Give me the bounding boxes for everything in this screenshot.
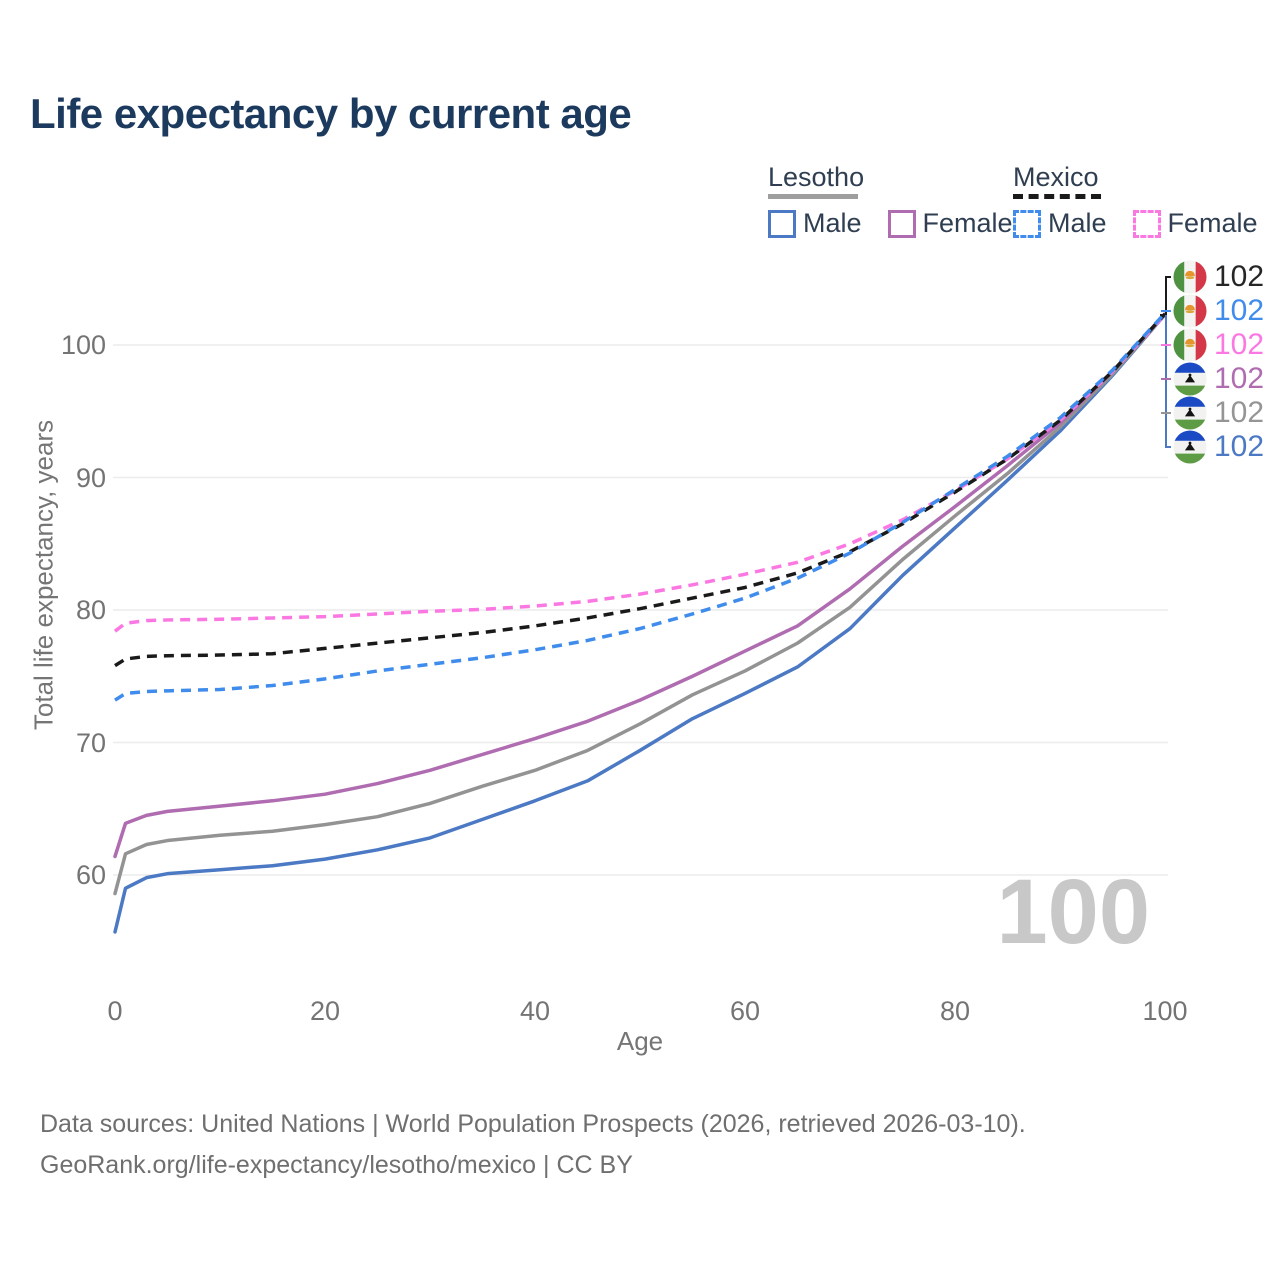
legend-row-lesotho: Male Female	[768, 208, 1039, 239]
legend-item-mexico-male[interactable]: Male	[1013, 208, 1107, 239]
y-tick-90: 90	[75, 462, 106, 493]
legend-label-mexico-male: Male	[1048, 208, 1107, 238]
y-tick-70: 70	[75, 727, 106, 758]
y-tick-80: 80	[75, 595, 106, 625]
lesotho-flag-icon	[1173, 430, 1207, 464]
mexico-flag-icon	[1173, 328, 1207, 362]
legend-group-mexico: Mexico Male Female	[1013, 162, 1280, 239]
connector-mexico-both	[1160, 276, 1171, 316]
end-label-lesotho-both-sexes: 102	[1173, 395, 1264, 431]
lesotho-flag-icon	[1173, 396, 1207, 430]
page-title: Life expectancy by current age	[30, 90, 632, 137]
lesotho-male-swatch	[768, 209, 796, 238]
footer-data-sources: Data sources: United Nations | World Pop…	[40, 1110, 1026, 1138]
legend-row-mexico: Male Female	[1013, 208, 1280, 239]
mexico-flag-icon	[1173, 294, 1207, 328]
y-axis-title: Total life expectancy, years	[28, 419, 59, 731]
mexico-female-swatch	[1132, 209, 1161, 238]
mexico-male-swatch	[1013, 209, 1041, 238]
y-tick-60: 60	[75, 860, 106, 890]
series-line-lesotho-both-sexes	[113, 312, 1167, 896]
end-label-lesotho-female: 102	[1173, 361, 1264, 397]
end-label-value: 102	[1214, 260, 1265, 293]
legend-item-mexico-female[interactable]: Female	[1132, 208, 1258, 239]
legend-group-lesotho: Lesotho Male Female	[768, 162, 1039, 239]
series-line-mexico-both-sexes	[114, 312, 1167, 668]
end-label-value: 102	[1214, 362, 1265, 395]
footer: Data sources: United Nations | World Pop…	[40, 1104, 1026, 1186]
y-tick-100: 100	[60, 330, 106, 360]
series-line-lesotho-male	[113, 312, 1167, 934]
mexico-flag-icon	[1173, 260, 1207, 294]
end-label-value: 102	[1214, 294, 1265, 327]
x-axis-title: Age	[616, 1026, 664, 1056]
end-label-value: 102	[1214, 328, 1265, 361]
end-label-mexico-male: 102	[1173, 293, 1264, 329]
legend-label-lesotho-female: Female	[922, 208, 1013, 238]
connector-lesotho-male	[1165, 315, 1171, 448]
end-label-value: 102	[1214, 396, 1265, 429]
end-label-lesotho-male: 102	[1173, 429, 1264, 465]
lesotho-female-swatch	[887, 209, 916, 238]
legend-country-lesotho[interactable]: Lesotho	[768, 162, 865, 192]
legend-label-mexico-female: Female	[1167, 208, 1258, 238]
x-tick-100: 100	[1142, 996, 1188, 1026]
end-label-mexico-both-sexes: 102	[1173, 259, 1264, 295]
footer-attribution: GeoRank.org/life-expectancy/lesotho/mexi…	[40, 1151, 633, 1179]
lesotho-flag-icon	[1173, 362, 1207, 396]
mexico-line-style-swatch	[1013, 194, 1101, 199]
x-tick-40: 40	[519, 996, 551, 1026]
x-tick-80: 80	[939, 996, 971, 1026]
series-line-mexico-male	[114, 312, 1167, 702]
legend-item-lesotho-female[interactable]: Female	[887, 208, 1013, 239]
end-label-value: 102	[1214, 430, 1265, 463]
lesotho-line-style-swatch	[768, 194, 858, 199]
age-counter-watermark: 100	[996, 861, 1151, 963]
x-tick-60: 60	[729, 996, 761, 1026]
legend-item-lesotho-male[interactable]: Male	[768, 208, 862, 239]
series-line-mexico-female	[113, 313, 1167, 633]
legend-label-lesotho-male: Male	[803, 208, 862, 238]
x-tick-0: 0	[107, 996, 123, 1026]
series-line-lesotho-female	[113, 312, 1167, 859]
legend-country-mexico[interactable]: Mexico	[1013, 162, 1099, 192]
x-tick-20: 20	[309, 996, 341, 1026]
end-label-mexico-female: 102	[1173, 327, 1264, 363]
